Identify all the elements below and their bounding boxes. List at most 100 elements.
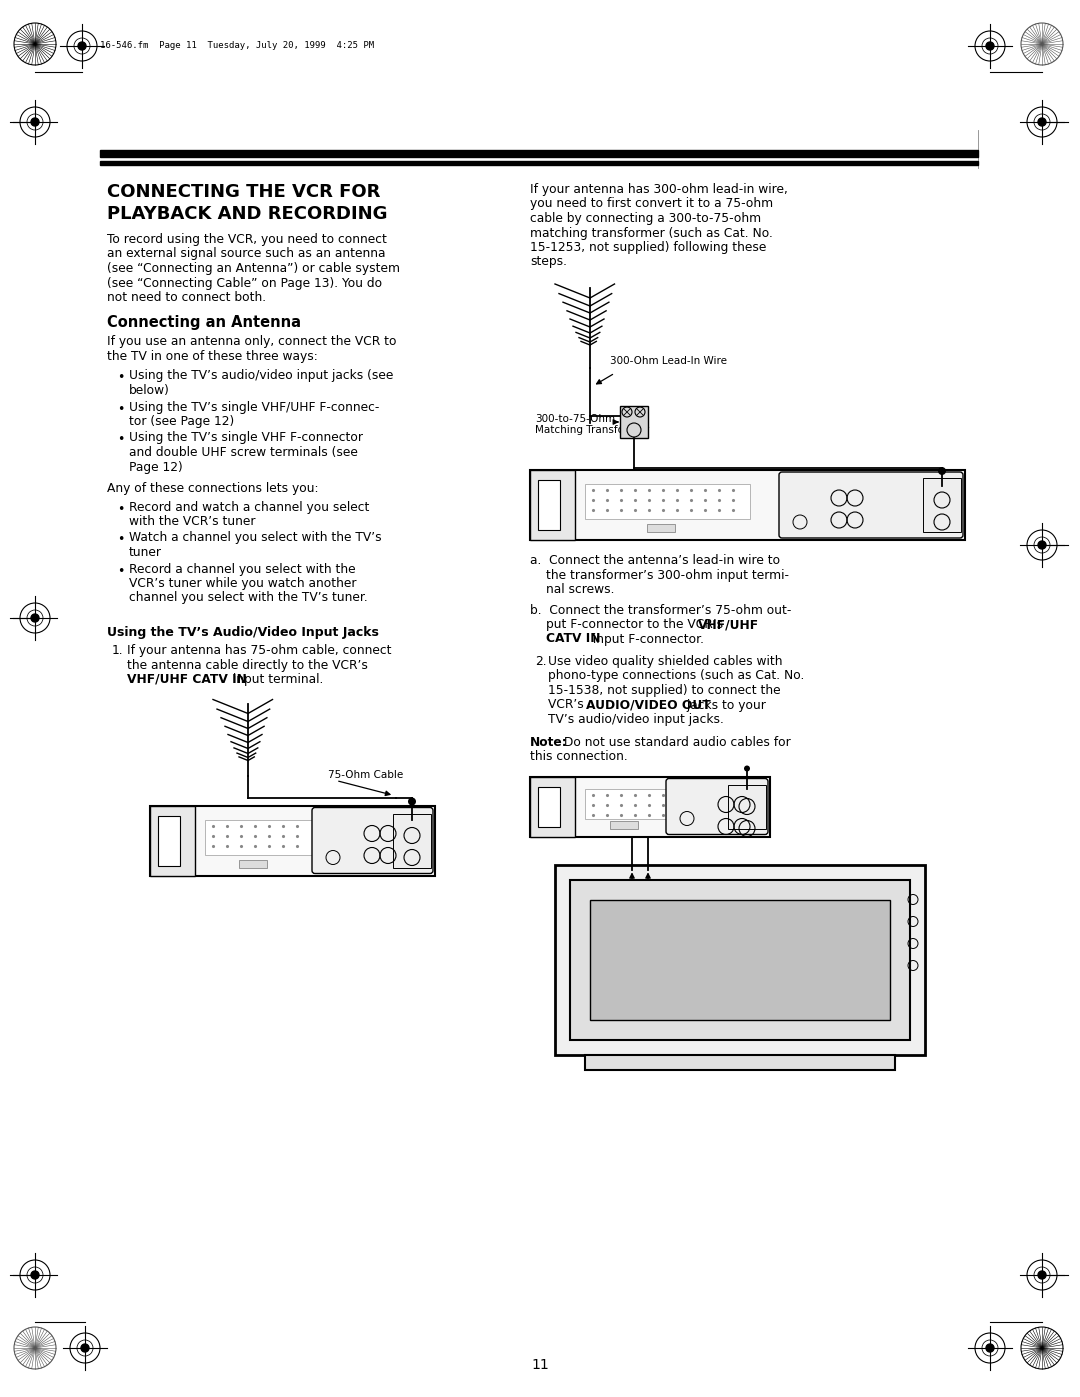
Text: CATV IN: CATV IN — [546, 633, 600, 645]
Bar — [538, 787, 561, 827]
Text: CATV: CATV — [742, 793, 753, 798]
Text: VIDEO: VIDEO — [849, 481, 862, 483]
Text: AUDIO/VIDEO OUT: AUDIO/VIDEO OUT — [586, 698, 711, 711]
Bar — [205, 820, 313, 855]
Circle shape — [31, 615, 39, 622]
Text: cable by connecting a 300-to-75-ohm: cable by connecting a 300-to-75-ohm — [530, 212, 761, 225]
Text: OUT: OUT — [356, 852, 365, 856]
Text: •: • — [117, 564, 124, 577]
Text: Using the TV’s audio/video input jacks (see: Using the TV’s audio/video input jacks (… — [129, 369, 393, 383]
Bar — [100, 149, 978, 156]
Text: b.  Connect the transformer’s 75-ohm out-: b. Connect the transformer’s 75-ohm out- — [530, 604, 792, 616]
Text: the TV in one of these three ways:: the TV in one of these three ways: — [107, 351, 318, 363]
Bar — [647, 524, 675, 532]
FancyBboxPatch shape — [312, 807, 433, 873]
Bar — [923, 478, 961, 532]
Bar — [530, 469, 575, 541]
Text: Matching Transformer: Matching Transformer — [535, 425, 649, 434]
Text: PLAYBACK AND RECORDING: PLAYBACK AND RECORDING — [107, 205, 388, 224]
Text: •: • — [117, 372, 124, 384]
Text: CHANNEL: CHANNEL — [788, 495, 812, 500]
Text: below): below) — [129, 384, 170, 397]
Bar — [585, 788, 676, 819]
Text: Record a channel you select with the: Record a channel you select with the — [129, 563, 355, 576]
Text: VIDEO: VIDEO — [381, 816, 394, 820]
Text: IN: IN — [710, 799, 714, 802]
Text: IN: IN — [423, 813, 427, 817]
Text: Page 12): Page 12) — [129, 461, 183, 474]
Text: CHANNEL: CHANNEL — [321, 830, 345, 835]
Text: 2.: 2. — [535, 655, 546, 668]
Bar — [620, 407, 648, 439]
Bar — [158, 816, 180, 866]
Bar — [530, 469, 966, 541]
Circle shape — [939, 467, 946, 475]
Text: and double UHF screw terminals (see: and double UHF screw terminals (see — [129, 446, 357, 460]
Text: (see “Connecting an Antenna”) or cable system: (see “Connecting an Antenna”) or cable s… — [107, 263, 400, 275]
Text: (see “Connecting Cable” on Page 13). You do: (see “Connecting Cable” on Page 13). You… — [107, 277, 382, 289]
Text: OUT: OUT — [953, 520, 962, 524]
Text: CATV: CATV — [936, 488, 947, 490]
Text: CHANNEL: CHANNEL — [675, 802, 699, 806]
Text: jacks to your: jacks to your — [683, 698, 766, 711]
Text: OUTPUT: OUTPUT — [677, 795, 697, 799]
Text: Using the TV’s Audio/Video Input Jacks: Using the TV’s Audio/Video Input Jacks — [107, 626, 379, 638]
Text: this connection.: this connection. — [530, 750, 627, 763]
Text: 1.: 1. — [112, 644, 123, 657]
Text: TV’s audio/video input jacks.: TV’s audio/video input jacks. — [548, 712, 724, 726]
Text: the transformer’s 300-ohm input termi-: the transformer’s 300-ohm input termi- — [546, 569, 789, 581]
Text: Do not use standard audio cables for: Do not use standard audio cables for — [561, 735, 791, 749]
Text: OUT: OUT — [823, 517, 832, 521]
Text: 4: 4 — [795, 529, 798, 535]
Circle shape — [31, 1271, 39, 1280]
Bar — [570, 880, 910, 1039]
Text: Note:: Note: — [530, 735, 568, 749]
Text: Using the TV’s single VHF F-connector: Using the TV’s single VHF F-connector — [129, 432, 363, 444]
Text: IN: IN — [758, 785, 762, 788]
Text: 15-1538, not supplied) to connect the: 15-1538, not supplied) to connect the — [548, 685, 781, 697]
Circle shape — [81, 1344, 89, 1352]
Bar — [393, 813, 431, 868]
Bar — [728, 785, 766, 828]
FancyBboxPatch shape — [779, 472, 963, 538]
Text: VIDEO: VIDEO — [735, 787, 748, 791]
Text: AUDIO: AUDIO — [719, 787, 732, 791]
Text: AV1: AV1 — [710, 805, 718, 809]
Circle shape — [986, 42, 994, 50]
Text: AUDIO: AUDIO — [833, 481, 846, 483]
Text: OUT: OUT — [423, 855, 432, 859]
Text: nal screws.: nal screws. — [546, 583, 615, 597]
Text: AV1: AV1 — [356, 834, 364, 837]
Circle shape — [1038, 541, 1047, 549]
Text: IN: IN — [356, 827, 360, 831]
Circle shape — [408, 798, 416, 806]
Text: not need to connect both.: not need to connect both. — [107, 291, 266, 305]
Text: input F-connector.: input F-connector. — [589, 633, 704, 645]
Text: Using the TV’s single VHF/UHF F-connec-: Using the TV’s single VHF/UHF F-connec- — [129, 401, 379, 414]
Text: 75-Ohm Cable: 75-Ohm Cable — [328, 771, 403, 781]
Text: If you use an antenna only, connect the VCR to: If you use an antenna only, connect the … — [107, 335, 396, 348]
Text: 4: 4 — [681, 827, 685, 831]
Text: CONNECTING THE VCR FOR: CONNECTING THE VCR FOR — [107, 183, 380, 201]
Text: steps.: steps. — [530, 256, 567, 268]
Text: 4: 4 — [328, 866, 332, 870]
Text: input terminal.: input terminal. — [229, 673, 323, 686]
Text: 3: 3 — [674, 827, 677, 831]
Text: OUT: OUT — [710, 823, 719, 827]
Text: VCR’s tuner while you watch another: VCR’s tuner while you watch another — [129, 577, 356, 590]
Text: VHF/UHF CATV IN: VHF/UHF CATV IN — [127, 673, 247, 686]
Text: tor (see Page 12): tor (see Page 12) — [129, 415, 234, 427]
Text: with the VCR’s tuner: with the VCR’s tuner — [129, 515, 256, 528]
Circle shape — [78, 42, 86, 50]
Text: •: • — [117, 534, 124, 546]
Text: VCR’s: VCR’s — [548, 698, 588, 711]
Text: If your antenna has 300-ohm lead-in wire,: If your antenna has 300-ohm lead-in wire… — [530, 183, 788, 196]
Text: OUTPUT: OUTPUT — [323, 823, 342, 828]
Text: VHF/UHF: VHF/UHF — [698, 617, 759, 631]
Text: VHF/UHF: VHF/UHF — [738, 787, 756, 791]
Bar — [590, 900, 890, 1020]
Text: •: • — [117, 503, 124, 515]
Text: 3: 3 — [787, 529, 791, 535]
Text: tuner: tuner — [129, 546, 162, 559]
Text: channel you select with the TV’s tuner.: channel you select with the TV’s tuner. — [129, 591, 368, 605]
